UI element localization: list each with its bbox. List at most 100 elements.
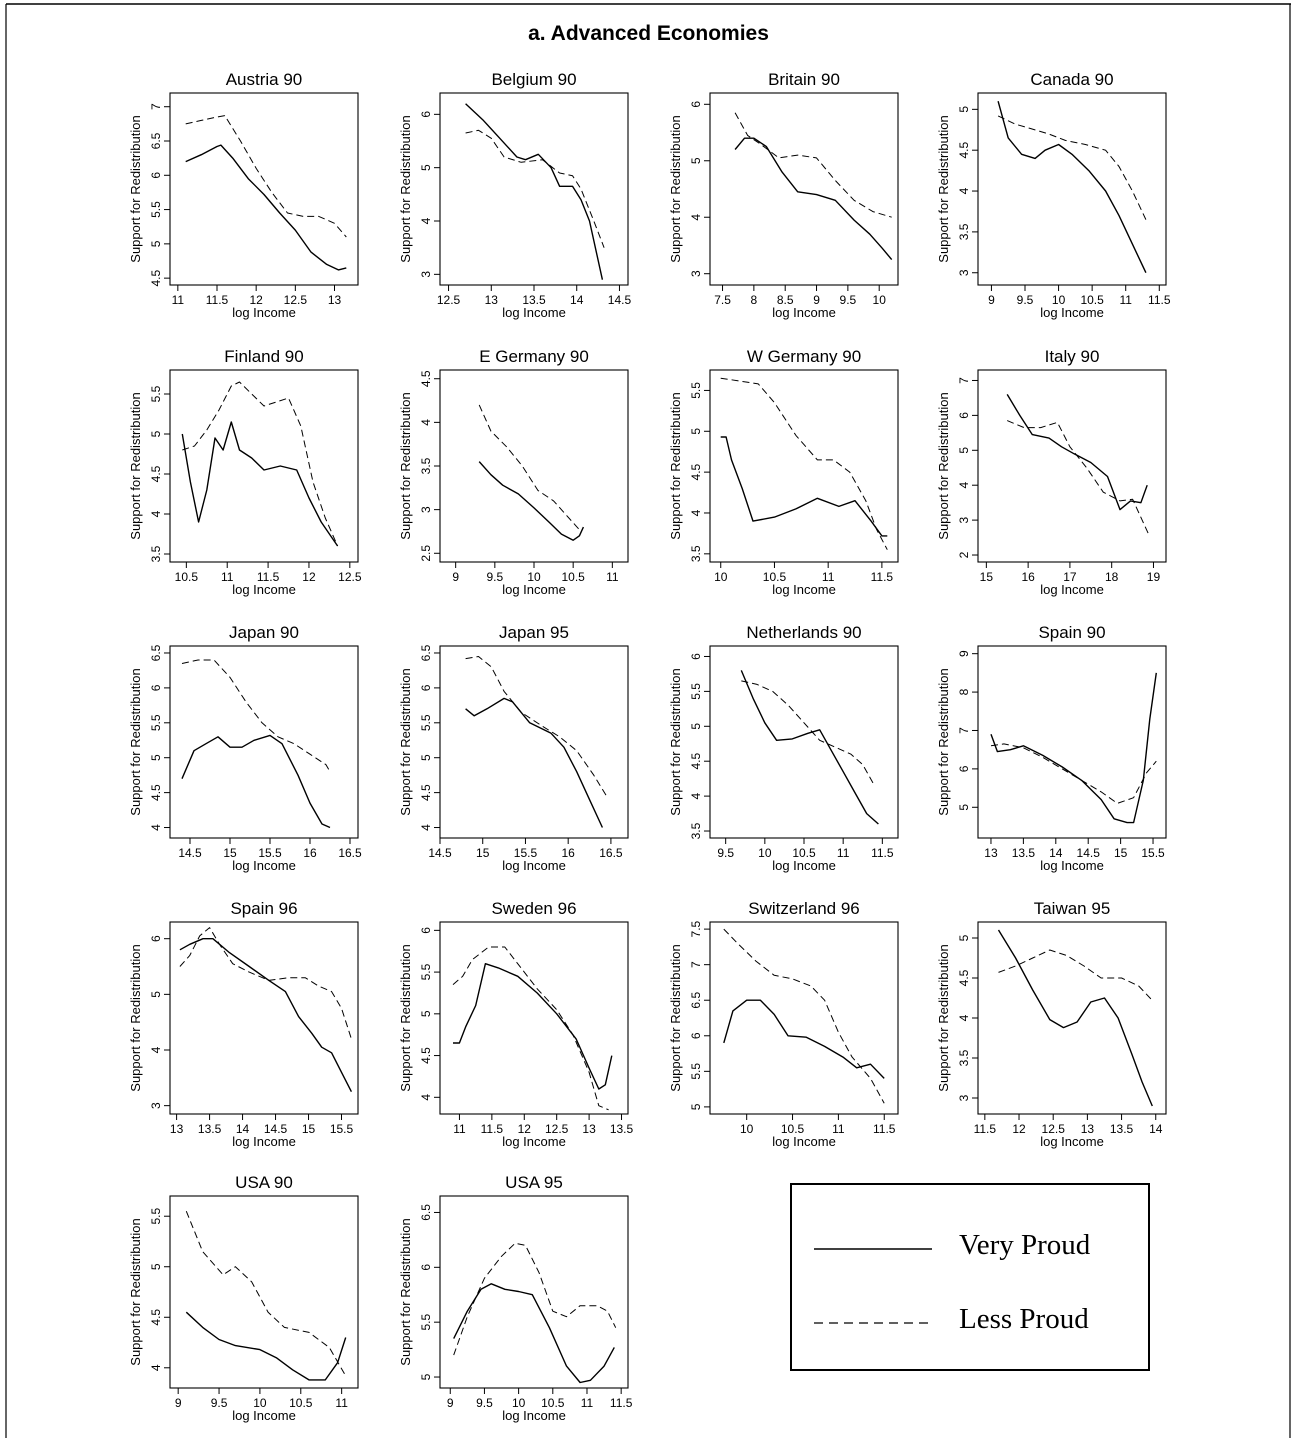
y-tick-label: 4.5 xyxy=(419,784,433,801)
series-line-less-proud xyxy=(741,680,875,786)
plot-frame xyxy=(169,645,359,839)
x-axis-label: log Income xyxy=(772,582,836,597)
y-axis-label: Support for Redistribution xyxy=(668,668,683,815)
plot-usa-95: USA 95 9 9.5 10 10.5 11 11.5 log Income 5 5.5 6 6.5… xyxy=(398,1173,633,1423)
plot-japan-95: Japan 95 14.5 15 15.5 16 16.5 log Income 4 4.5 5 5… xyxy=(398,623,629,873)
y-tick-label: 4.5 xyxy=(419,370,433,387)
plot-italy-90: Italy 90 15 16 17 18 19 log Income 2 3 4 5 6 7 Suppor… xyxy=(936,347,1167,597)
x-tick-label: 10.5 xyxy=(289,1396,313,1410)
y-axis-label: Support for Redistribution xyxy=(128,392,143,539)
y-axis-label: Support for Redistribution xyxy=(668,392,683,539)
x-tick-label: 10 xyxy=(873,293,887,307)
x-tick-label: 14.5 xyxy=(608,293,632,307)
x-tick-label: 9.5 xyxy=(211,1396,228,1410)
x-tick-label: 13 xyxy=(582,1122,596,1136)
x-tick-label: 13.5 xyxy=(522,293,546,307)
plot-title: Spain 96 xyxy=(230,899,297,918)
x-tick-label: 10.5 xyxy=(175,570,199,584)
y-tick-label: 4 xyxy=(957,482,971,489)
x-tick-label: 11.5 xyxy=(974,1122,997,1136)
y-tick-label: 2 xyxy=(957,551,971,558)
series-line-less-proud xyxy=(478,404,582,532)
y-tick-label: 4 xyxy=(689,214,703,221)
x-tick-label: 16.5 xyxy=(599,846,623,860)
legend-solid-line-swatch xyxy=(814,1248,932,1250)
x-axis-label: log Income xyxy=(502,1134,566,1149)
y-tick-label: 4 xyxy=(419,217,433,224)
y-tick-label: 5 xyxy=(689,428,703,435)
x-axis-label: log Income xyxy=(502,582,566,597)
x-tick-label: 12.5 xyxy=(545,1122,569,1136)
plot-frame xyxy=(709,92,899,286)
y-tick-label: 6 xyxy=(419,1264,433,1271)
series-line-very-proud xyxy=(179,938,353,1093)
x-tick-label: 13 xyxy=(1081,1122,1095,1136)
y-tick-label: 6 xyxy=(149,684,163,691)
x-tick-label: 11.5 xyxy=(206,293,229,307)
x-tick-label: 9 xyxy=(813,293,820,307)
y-axis-label: Support for Redistribution xyxy=(936,668,951,815)
series-line-less-proud xyxy=(990,743,1157,804)
series-line-less-proud xyxy=(734,112,892,218)
y-tick-label: 4 xyxy=(419,1094,433,1101)
y-tick-label: 3.5 xyxy=(149,545,163,562)
y-tick-label: 6.5 xyxy=(419,1204,433,1221)
x-tick-label: 9.5 xyxy=(1017,293,1034,307)
y-tick-label: 7 xyxy=(689,961,703,968)
plot-frame xyxy=(169,369,359,563)
y-axis-label: Support for Redistribution xyxy=(936,115,951,262)
x-tick-label: 16 xyxy=(562,846,576,860)
plot-frame xyxy=(977,92,1167,286)
x-tick-label: 11 xyxy=(453,1122,466,1136)
x-tick-label: 10.5 xyxy=(792,846,816,860)
series-line-very-proud xyxy=(465,697,604,828)
plot-title: Netherlands 90 xyxy=(746,623,861,642)
y-tick-label: 4.5 xyxy=(149,465,163,482)
y-axis-label: Support for Redistribution xyxy=(668,115,683,262)
x-tick-label: 10.5 xyxy=(781,1122,805,1136)
plot-switzerland-96: Switzerland 96 10 10.5 11 11.5 log Income 5 5.5… xyxy=(668,899,899,1149)
y-tick-label: 3.5 xyxy=(689,545,703,562)
y-tick-label: 4 xyxy=(149,1046,163,1053)
legend-entry-very-proud: Very Proud xyxy=(814,1229,1144,1269)
plot-spain-90: Spain 90 13 13.5 14 14.5 15 15.5 log Income 5 6 7 8… xyxy=(936,623,1167,873)
y-tick-label: 6 xyxy=(689,653,703,660)
x-tick-label: 15 xyxy=(302,1122,316,1136)
x-tick-label: 12 xyxy=(302,570,316,584)
series-line-very-proud xyxy=(734,137,893,261)
y-tick-label: 4 xyxy=(957,187,971,194)
plot-frame xyxy=(709,369,899,563)
series-line-very-proud xyxy=(453,1283,615,1384)
plot-title: Finland 90 xyxy=(224,347,303,366)
x-tick-label: 18 xyxy=(1105,570,1119,584)
y-tick-label: 4.5 xyxy=(689,463,703,480)
series-line-very-proud xyxy=(181,734,331,829)
plot-frame xyxy=(439,92,629,286)
plot-frame xyxy=(709,645,899,839)
y-tick-label: 5 xyxy=(689,723,703,730)
x-tick-label: 9 xyxy=(447,1396,454,1410)
y-tick-label: 3 xyxy=(419,506,433,513)
y-tick-label: 9 xyxy=(957,650,971,657)
y-tick-label: 5 xyxy=(957,447,971,454)
plot-title: Japan 90 xyxy=(229,623,299,642)
legend-label-less-proud: Less Proud xyxy=(959,1303,1089,1335)
x-tick-label: 10 xyxy=(512,1396,526,1410)
x-axis-label: log Income xyxy=(502,858,566,873)
x-tick-label: 10 xyxy=(740,1122,754,1136)
plot-title: Switzerland 96 xyxy=(748,899,860,918)
figure-title: a. Advanced Economies xyxy=(528,22,769,45)
x-axis-label: log Income xyxy=(1040,305,1104,320)
plot-frame xyxy=(439,645,629,839)
plot-title: E Germany 90 xyxy=(479,347,589,366)
x-tick-label: 10 xyxy=(253,1396,267,1410)
series-line-very-proud xyxy=(997,929,1153,1107)
series-line-less-proud xyxy=(465,129,605,248)
x-tick-label: 9.5 xyxy=(476,1396,493,1410)
x-tick-label: 13.5 xyxy=(610,1122,634,1136)
series-line-very-proud xyxy=(990,672,1157,824)
x-tick-label: 9 xyxy=(452,570,459,584)
y-tick-label: 3 xyxy=(957,269,971,276)
y-tick-label: 5.5 xyxy=(689,1063,703,1080)
